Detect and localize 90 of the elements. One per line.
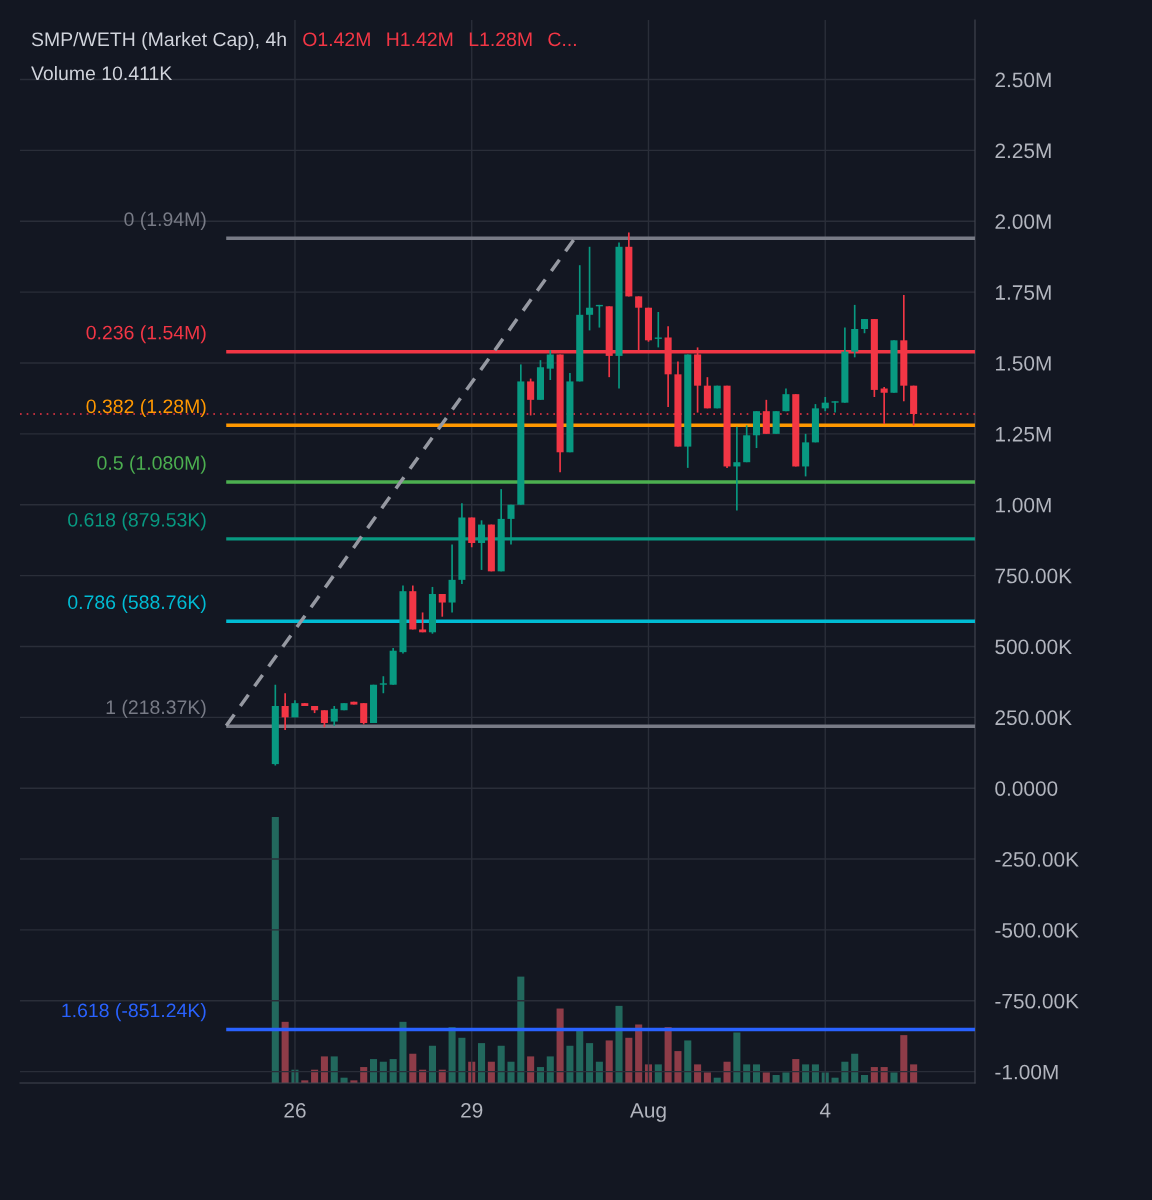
y-tick-label: -250.00K bbox=[995, 852, 1079, 867]
candlestick bbox=[733, 425, 741, 512]
bar bbox=[654, 1064, 662, 1083]
y-tick-label: 0.0000 bbox=[995, 781, 1058, 796]
ref-line-label: 1.618 (-851.24K) bbox=[62, 1003, 206, 1022]
candlestick bbox=[654, 311, 662, 349]
bar bbox=[369, 1059, 378, 1083]
bar bbox=[458, 1037, 466, 1083]
y-tick-label: 1.75M bbox=[996, 285, 1051, 300]
ref-line-label: 0.382 (1.28M) bbox=[86, 398, 206, 418]
bar bbox=[546, 1056, 554, 1083]
bar bbox=[527, 1056, 535, 1083]
y-tick-label: -1.00M bbox=[995, 1064, 1058, 1080]
bar bbox=[890, 1072, 898, 1083]
bar bbox=[851, 1053, 859, 1083]
ref-line-label: 0.786 (588.76K) bbox=[68, 594, 206, 613]
bar bbox=[625, 1037, 633, 1083]
bar bbox=[320, 1056, 328, 1083]
annotation: L1.28M bbox=[469, 32, 532, 47]
bar bbox=[733, 1032, 741, 1083]
ref-line-label: 1 (218.37K) bbox=[106, 699, 206, 718]
y-tick-label: -500.00K bbox=[995, 922, 1079, 938]
bar bbox=[497, 1045, 505, 1083]
bar bbox=[694, 1064, 702, 1083]
text: Volume 10.411K bbox=[31, 65, 173, 81]
bar bbox=[517, 976, 525, 1083]
candlestick bbox=[703, 376, 711, 410]
bar bbox=[399, 1021, 407, 1083]
bar bbox=[478, 1043, 486, 1083]
candlestick bbox=[586, 245, 594, 332]
candlestick bbox=[281, 692, 289, 731]
candlestick bbox=[438, 593, 446, 618]
y-tick-label: 250.00K bbox=[995, 710, 1072, 726]
text: SMP/WETH (Market Cap), 4h bbox=[31, 31, 286, 51]
annotation: O1.42M bbox=[303, 32, 370, 47]
candlestick bbox=[772, 410, 780, 435]
candlestick bbox=[851, 304, 859, 359]
bar bbox=[428, 1045, 436, 1083]
y-tick-label: 1.25M bbox=[996, 426, 1051, 442]
bar bbox=[615, 1005, 623, 1083]
y-tick-label: -750.00K bbox=[995, 993, 1079, 1009]
bar bbox=[556, 1008, 564, 1083]
y-tick-label: 2.00M bbox=[995, 214, 1051, 230]
bar bbox=[782, 1072, 790, 1083]
y-tick-label: 2.50M bbox=[995, 72, 1051, 88]
annotation: H1.42M bbox=[387, 32, 453, 46]
candlestick bbox=[527, 377, 535, 417]
bar bbox=[330, 1056, 338, 1083]
y-tick-label: 500.00K bbox=[995, 639, 1072, 655]
bar bbox=[635, 1024, 643, 1083]
x-tick-label: 26 bbox=[284, 1102, 306, 1118]
ref-line-label: 0.236 (1.54M) bbox=[86, 325, 206, 344]
bar bbox=[271, 817, 279, 1083]
bar bbox=[684, 1040, 692, 1083]
x-tick-label: 29 bbox=[461, 1102, 483, 1118]
bar bbox=[576, 1029, 584, 1083]
bar bbox=[566, 1045, 574, 1083]
candlestick bbox=[546, 349, 554, 381]
bar bbox=[910, 1064, 918, 1083]
bar bbox=[448, 1027, 456, 1083]
candlestick bbox=[448, 543, 456, 614]
x-tick-label: 4 bbox=[819, 1103, 831, 1118]
bar bbox=[586, 1043, 594, 1083]
bar bbox=[802, 1064, 810, 1083]
bar bbox=[900, 1035, 908, 1083]
x-tick-label: Aug bbox=[629, 1103, 666, 1122]
y-tick-label: 750.00K bbox=[995, 568, 1072, 584]
ref-line-label: 0 (1.94M) bbox=[124, 211, 206, 230]
candlestick bbox=[831, 400, 839, 414]
bar bbox=[743, 1064, 751, 1083]
bar bbox=[409, 1053, 417, 1083]
y-tick-label: 2.25M bbox=[995, 143, 1051, 159]
annotation: C... bbox=[548, 32, 576, 47]
bar bbox=[811, 1064, 819, 1083]
bar bbox=[674, 1051, 682, 1083]
bar bbox=[507, 1061, 515, 1083]
y-tick-label: 1.00M bbox=[996, 497, 1051, 513]
bar bbox=[703, 1072, 711, 1083]
bar bbox=[752, 1064, 761, 1083]
ref-line-label: 0.5 (1.080M) bbox=[97, 455, 206, 474]
bar bbox=[664, 1027, 672, 1083]
bar bbox=[281, 1021, 289, 1083]
bar bbox=[762, 1072, 770, 1083]
bar bbox=[605, 1040, 613, 1083]
y-tick-label: 1.50M bbox=[996, 356, 1051, 371]
candlestick bbox=[330, 705, 338, 727]
candlestick bbox=[360, 702, 368, 726]
bar bbox=[792, 1059, 800, 1083]
bar bbox=[389, 1059, 397, 1083]
ref-line-label: 0.618 (879.53K) bbox=[68, 512, 206, 531]
